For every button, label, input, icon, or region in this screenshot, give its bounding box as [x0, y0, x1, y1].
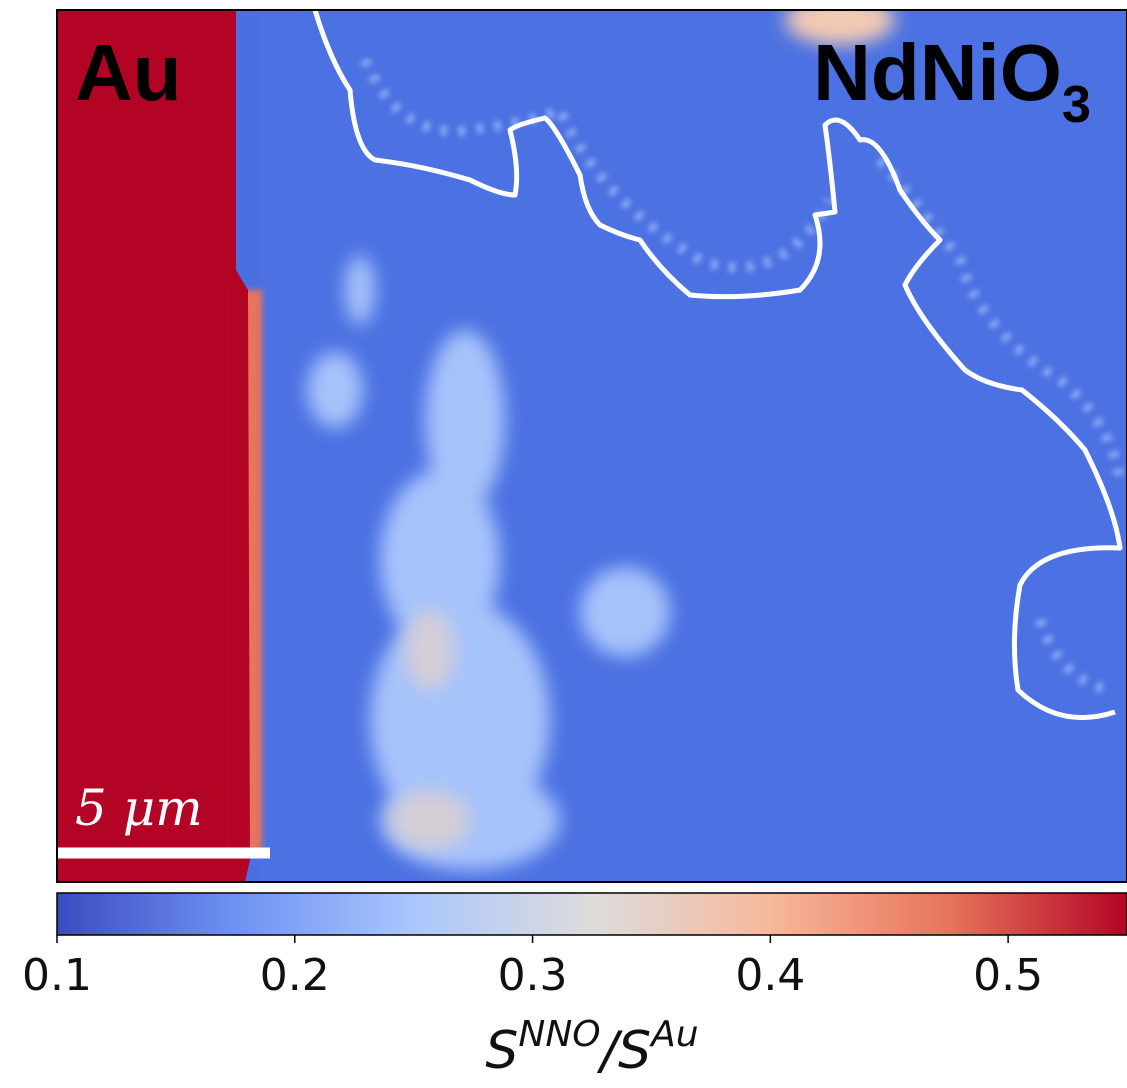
colorbar: 0.1 0.2 0.3 0.4 0.5	[22, 892, 1127, 1001]
label-part: S	[485, 1021, 518, 1081]
colorbar-scale	[56, 892, 1127, 936]
colorbar-label: SNNO/SAu	[485, 1014, 698, 1081]
colorbar-tick-label: 0.4	[735, 950, 805, 1001]
material-subscript: 3	[1062, 76, 1091, 134]
label-part: NNO	[518, 1014, 600, 1055]
material-label: Au	[75, 28, 182, 117]
boundary-lines	[312, 9, 1123, 721]
label-part: /S	[597, 1021, 652, 1081]
map-image	[57, 10, 1127, 882]
scale-bar-label: 5 μm	[75, 779, 203, 837]
colorbar-tick-label: 0.5	[973, 950, 1043, 1001]
colorbar-tick-label: 0.3	[498, 950, 568, 1001]
colorbar-tick-label: 0.1	[22, 950, 92, 1001]
label-part: Au	[649, 1014, 698, 1055]
map-frame	[56, 9, 1127, 883]
material-label: NdNiO	[813, 28, 1062, 117]
colorbar-tick-label: 0.2	[260, 950, 330, 1001]
